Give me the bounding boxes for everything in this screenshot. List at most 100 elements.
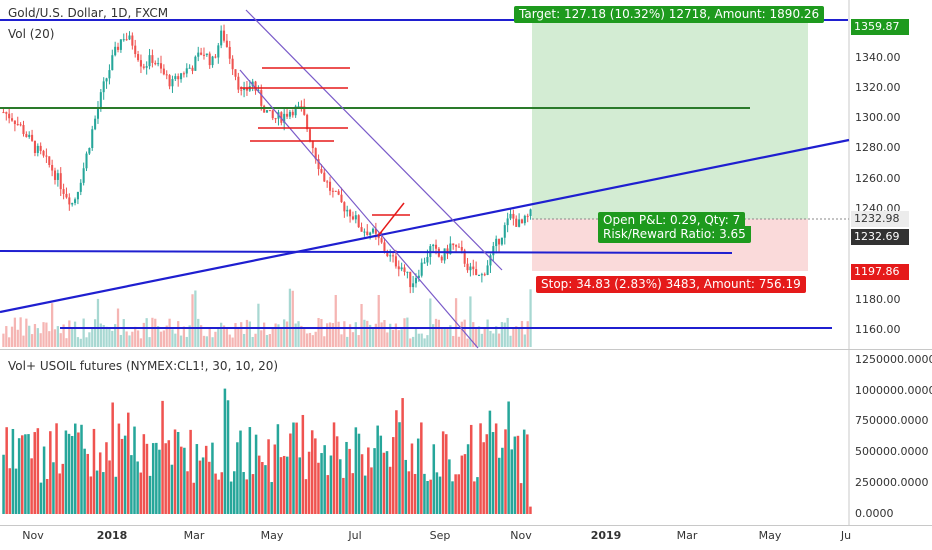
risk-reward-label[interactable]: Risk/Reward Ratio: 3.65	[598, 226, 751, 243]
usoil-volume-bar	[180, 446, 183, 514]
candle-body	[36, 145, 39, 153]
red-arrow-line[interactable]	[377, 202, 405, 237]
candle-body	[205, 53, 208, 56]
candle-body	[202, 54, 206, 56]
channel-lower[interactable]	[239, 69, 479, 349]
volume-bar	[242, 333, 246, 347]
volume-bar	[148, 337, 151, 347]
usoil-volume-bar	[89, 476, 93, 514]
usoil-volume-bar	[273, 444, 277, 514]
candle-body	[303, 106, 306, 115]
usoil-volume-bar	[55, 423, 58, 514]
volume-bar	[523, 334, 526, 347]
channel-upper[interactable]	[245, 9, 503, 271]
candle-body	[171, 79, 174, 87]
volume-bar	[154, 318, 157, 347]
volume-bar	[440, 327, 443, 347]
candle-body	[443, 248, 446, 261]
volume-bar	[231, 337, 234, 347]
candle-body	[486, 265, 489, 275]
usoil-volume-bar	[335, 436, 339, 514]
volume-bar	[423, 338, 426, 347]
usoil-volume-bar	[416, 438, 420, 514]
candle-body	[326, 181, 329, 183]
volume-bar	[157, 326, 160, 347]
usoil-volume-bar	[286, 456, 289, 514]
usoil-volume-bar	[111, 402, 114, 514]
usoil-volume-bar	[367, 447, 370, 514]
volume-bars	[2, 288, 532, 347]
candle-body	[76, 191, 79, 200]
candle-body	[515, 218, 518, 227]
candle-body	[48, 156, 51, 165]
candle-body	[33, 140, 36, 153]
volume-bar	[414, 328, 418, 347]
usoil-volume-bar	[323, 445, 326, 514]
candle-body	[394, 256, 397, 267]
support-line-blue[interactable]	[0, 250, 733, 254]
volume-bar	[457, 336, 461, 347]
volume-bar	[76, 337, 80, 347]
volume-bar	[165, 325, 168, 347]
usoil-volume-bar	[410, 443, 414, 514]
usoil-volume-bar	[426, 480, 429, 514]
candle-body	[314, 148, 317, 160]
candle-body	[271, 110, 274, 119]
volume-bar	[237, 326, 240, 347]
volume-bar	[351, 332, 355, 347]
volume-bar	[268, 334, 271, 347]
rising-trendline[interactable]	[0, 138, 850, 314]
usoil-volume-bar	[354, 427, 358, 514]
candle-body	[254, 81, 257, 91]
candle-body	[5, 112, 8, 114]
usoil-volume-bar	[292, 422, 295, 514]
volume-bar	[354, 322, 357, 347]
candle-body	[39, 145, 42, 151]
volume-bar	[194, 290, 197, 347]
usoil-volume-bar	[14, 468, 18, 514]
volume-bar	[22, 335, 25, 347]
usoil-volume-bar	[254, 434, 258, 514]
stop-label[interactable]: Stop: 34.83 (2.83%) 3483, Amount: 756.19	[536, 276, 806, 293]
candle-body	[228, 46, 231, 59]
volume-bar	[434, 318, 438, 347]
candle-body	[154, 62, 157, 65]
candle-body	[99, 92, 102, 109]
candle-body	[162, 68, 165, 75]
candle-body	[495, 238, 498, 247]
usoil-volume-bar	[304, 479, 308, 514]
candle-body	[434, 244, 438, 249]
target-label[interactable]: Target: 127.18 (10.32%) 12718, Amount: 1…	[514, 6, 825, 23]
usoil-volume-bar	[33, 432, 36, 514]
volume-bar	[10, 326, 14, 347]
usoil-volume-bar	[223, 388, 227, 514]
candle-body	[234, 69, 237, 77]
volume-bar	[357, 335, 360, 347]
volume-bar	[406, 317, 409, 347]
usoil-volume-bar	[301, 414, 305, 514]
volume-bar	[506, 317, 509, 347]
volume-bar	[28, 325, 31, 347]
usoil-volume-bar	[217, 479, 220, 514]
volume-bar	[285, 321, 289, 347]
candle-body	[331, 190, 334, 192]
volume-bar	[68, 320, 71, 347]
usoil-volume-bar	[108, 460, 111, 514]
usoil-volume-bar	[526, 434, 529, 514]
candle-body	[31, 134, 34, 141]
volume-bar	[274, 323, 277, 347]
candle-body	[139, 60, 142, 67]
open-pnl-label[interactable]: Open P&L: 0.29, Qty: 7	[598, 212, 746, 229]
candle-body	[500, 237, 503, 245]
candle-body	[317, 159, 320, 170]
volume-bar	[111, 330, 114, 347]
usoil-volume-bar	[351, 473, 354, 514]
volume-bar	[297, 321, 300, 347]
volume-bar	[39, 333, 42, 347]
volume-bar	[472, 322, 475, 347]
candle-body	[360, 227, 363, 232]
volume-bar	[240, 322, 243, 347]
usoil-volume-bar	[491, 432, 495, 514]
usoil-volume-bar	[61, 463, 65, 514]
